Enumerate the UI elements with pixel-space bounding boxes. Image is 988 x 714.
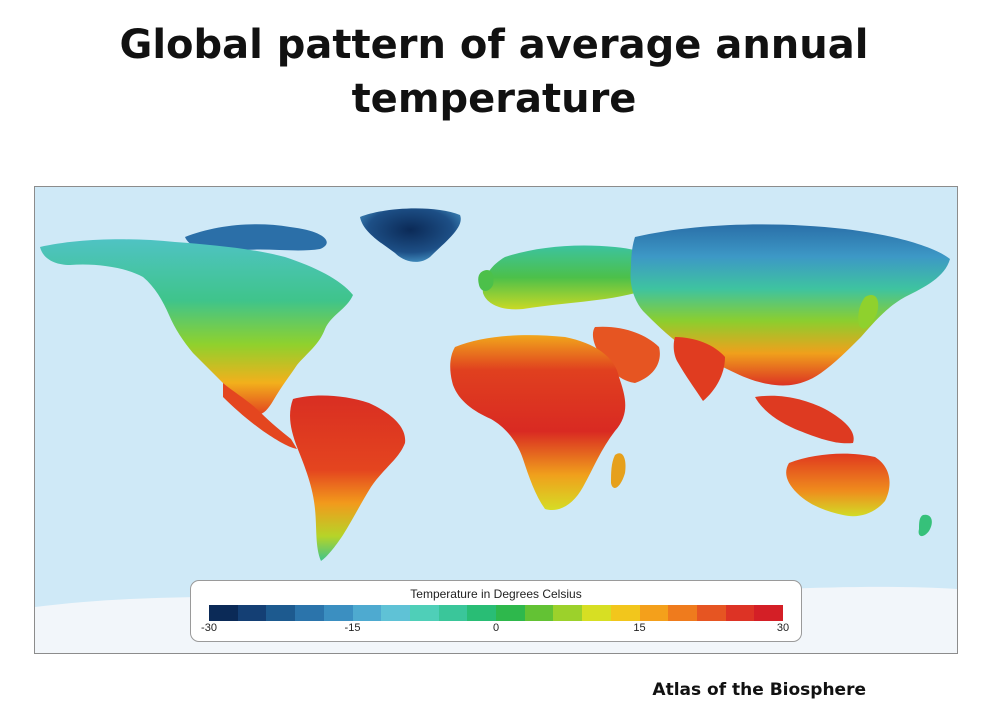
africa bbox=[450, 335, 626, 511]
legend-swatch bbox=[381, 605, 410, 621]
legend-swatch bbox=[438, 605, 468, 621]
australia bbox=[786, 453, 890, 517]
legend-swatch bbox=[295, 605, 324, 621]
legend-swatch bbox=[323, 605, 353, 621]
greenland bbox=[360, 208, 461, 262]
legend-swatch bbox=[266, 605, 296, 621]
legend-swatch bbox=[582, 605, 611, 621]
legend-title: Temperature in Degrees Celsius bbox=[410, 587, 582, 601]
slide-title: Global pattern of average annual tempera… bbox=[0, 18, 988, 126]
title-line-1: Global pattern of average annual bbox=[119, 22, 869, 68]
legend-color-scale bbox=[209, 605, 784, 621]
map-graphic bbox=[35, 187, 957, 653]
arctic-islands bbox=[185, 224, 327, 252]
legend-swatch bbox=[696, 605, 726, 621]
india bbox=[673, 337, 725, 401]
europe bbox=[482, 245, 672, 310]
legend-tick-label: -15 bbox=[344, 622, 361, 634]
madagascar bbox=[611, 453, 626, 488]
south-america bbox=[290, 395, 406, 561]
legend-swatch bbox=[352, 605, 382, 621]
legend-swatch bbox=[553, 605, 583, 621]
legend-swatch bbox=[524, 605, 554, 621]
legend-ticks: -30 -15 0 15 30 bbox=[201, 622, 789, 636]
japan bbox=[858, 294, 879, 329]
legend-tick-label: 15 bbox=[633, 622, 646, 634]
title-line-2: temperature bbox=[351, 76, 637, 122]
source-caption: Atlas of the Biosphere bbox=[652, 680, 866, 700]
legend-swatch bbox=[639, 605, 669, 621]
legend-swatch bbox=[409, 605, 439, 621]
new-zealand bbox=[918, 514, 932, 537]
legend-swatch bbox=[496, 605, 525, 621]
legend-tick-label: 0 bbox=[492, 622, 500, 634]
legend-swatch bbox=[610, 605, 640, 621]
world-temperature-map: Temperature in Degrees Celsius -30 -15 0 15… bbox=[34, 186, 958, 654]
legend-swatch bbox=[754, 605, 784, 621]
southeast-asia-islands bbox=[755, 395, 854, 444]
arabian-peninsula bbox=[592, 326, 660, 383]
legend-tick-label: 30 bbox=[776, 622, 790, 634]
north-america bbox=[40, 239, 353, 415]
british-isles bbox=[478, 269, 494, 291]
legend-swatch bbox=[237, 605, 267, 621]
map-legend: Temperature in Degrees Celsius -30 -15 0 15… bbox=[190, 580, 802, 642]
legend-swatch bbox=[725, 605, 755, 621]
legend-tick-label: -30 bbox=[201, 622, 217, 634]
legend-swatch bbox=[668, 605, 697, 621]
asia bbox=[630, 224, 950, 386]
central-america bbox=[223, 383, 297, 449]
legend-swatch bbox=[467, 605, 497, 621]
legend-swatch bbox=[209, 605, 238, 621]
